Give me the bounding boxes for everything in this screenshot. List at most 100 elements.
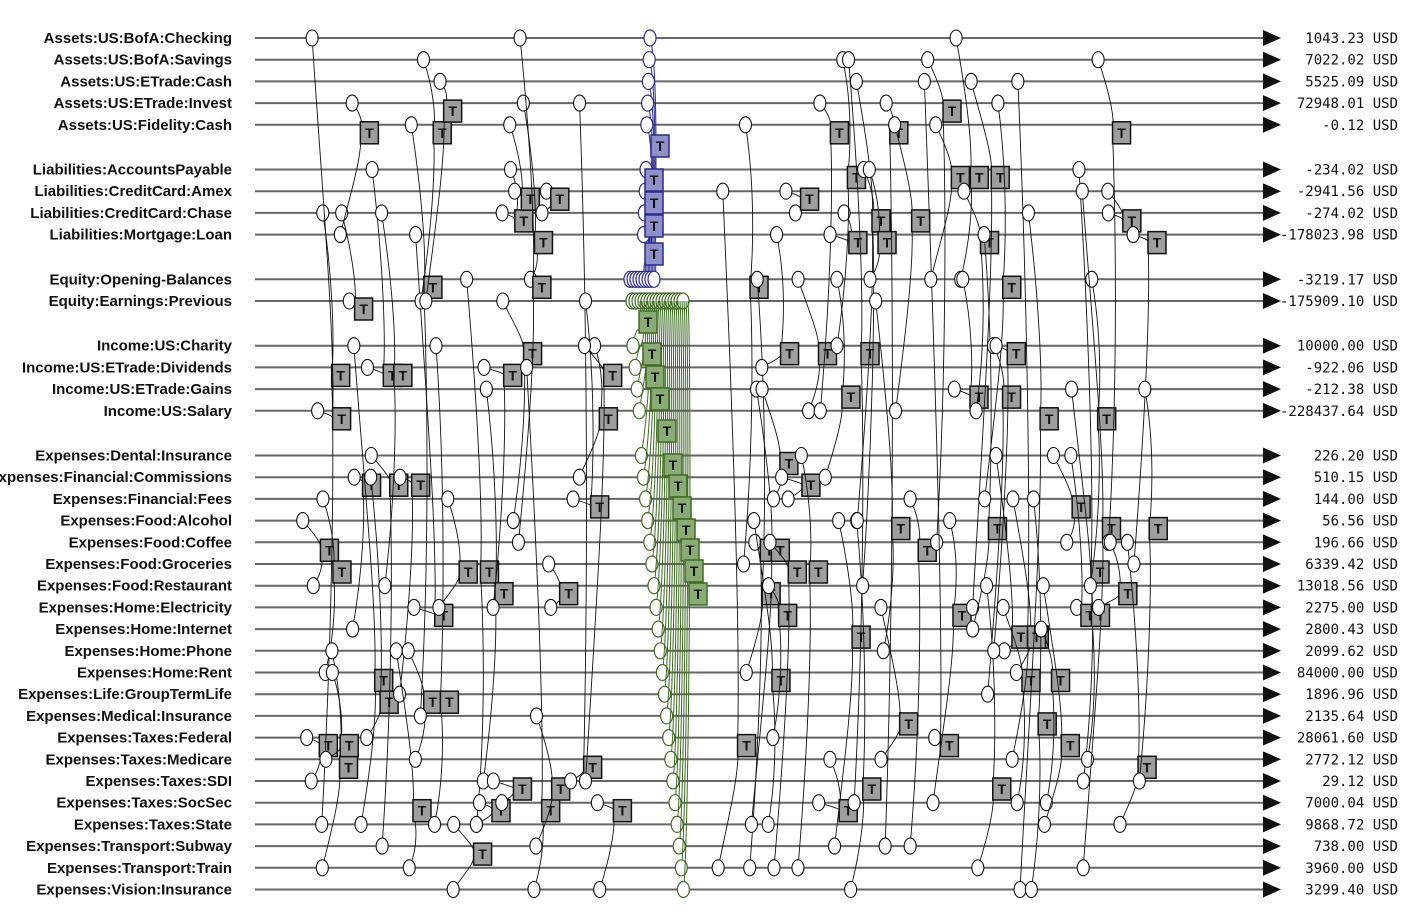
transaction-box[interactable] xyxy=(787,560,808,584)
transaction-box[interactable] xyxy=(1050,668,1071,693)
transaction-box[interactable] xyxy=(582,755,603,780)
transaction-box[interactable] xyxy=(412,798,432,823)
transaction[interactable]: T xyxy=(755,226,800,376)
closing-transaction-box[interactable]: T xyxy=(638,310,658,334)
transaction-box[interactable] xyxy=(331,407,352,431)
closing-transaction-box[interactable]: T xyxy=(672,496,692,520)
transaction[interactable]: T xyxy=(917,72,960,758)
transaction-box[interactable] xyxy=(550,187,570,211)
transaction[interactable]: T xyxy=(869,292,911,660)
transaction-box[interactable] xyxy=(533,230,554,255)
transaction[interactable]: T xyxy=(813,94,850,420)
transaction[interactable]: T xyxy=(739,270,781,682)
opening-transaction-box[interactable]: T xyxy=(650,134,670,158)
transaction[interactable]: T xyxy=(414,51,452,310)
transaction[interactable]: T xyxy=(966,226,1008,638)
transaction-box[interactable] xyxy=(602,363,623,388)
transaction[interactable]: T xyxy=(477,358,523,616)
transaction[interactable]: T xyxy=(305,29,352,431)
transaction-box[interactable] xyxy=(589,495,610,519)
transaction[interactable]: T xyxy=(926,512,972,812)
transaction-box[interactable] xyxy=(779,341,800,366)
transaction[interactable]: T xyxy=(1126,226,1167,573)
transaction-box[interactable] xyxy=(1147,230,1167,255)
transaction[interactable]: T xyxy=(818,270,861,486)
transaction[interactable]: T xyxy=(823,204,868,255)
transaction[interactable]: T xyxy=(1036,577,1081,833)
transaction[interactable]: T xyxy=(747,512,791,833)
transaction-box[interactable] xyxy=(339,733,359,758)
closing-transaction-box[interactable]: T xyxy=(680,538,700,562)
transaction[interactable]: T xyxy=(319,663,359,768)
transaction[interactable]: T xyxy=(432,490,478,616)
transaction[interactable]: T xyxy=(446,815,493,899)
transaction-box[interactable] xyxy=(532,275,552,300)
transaction[interactable]: T xyxy=(347,337,394,833)
transaction-box[interactable] xyxy=(1096,407,1117,431)
transaction-box[interactable] xyxy=(862,777,882,801)
transaction-box[interactable] xyxy=(1111,121,1132,145)
transaction[interactable]: T xyxy=(577,337,623,790)
transaction-box[interactable] xyxy=(736,733,757,758)
transaction[interactable]: T xyxy=(335,204,374,321)
transaction[interactable]: T xyxy=(888,116,931,420)
transaction[interactable]: T xyxy=(874,598,919,768)
transaction[interactable]: T xyxy=(566,292,610,519)
transaction-box[interactable] xyxy=(829,121,850,145)
transaction-box[interactable] xyxy=(1001,385,1022,409)
transaction-box[interactable] xyxy=(799,187,820,211)
transaction-box[interactable] xyxy=(1002,275,1022,300)
transaction[interactable]: T xyxy=(401,642,443,768)
transaction[interactable]: T xyxy=(486,772,533,812)
closing-transaction-box[interactable]: T xyxy=(663,453,683,477)
transaction-box[interactable] xyxy=(808,560,829,584)
transaction-box[interactable] xyxy=(779,451,799,476)
transaction[interactable]: T xyxy=(1083,270,1117,595)
transaction[interactable]: T xyxy=(903,490,937,855)
transaction[interactable]: T xyxy=(360,160,403,388)
closing-transaction-box[interactable]: T xyxy=(642,342,662,366)
transaction-box[interactable] xyxy=(330,363,351,388)
closing-transaction-box[interactable]: T xyxy=(684,559,704,583)
transaction-box[interactable] xyxy=(777,603,798,628)
transaction[interactable]: T xyxy=(375,204,413,595)
transaction[interactable]: T xyxy=(791,446,829,877)
transaction-box[interactable] xyxy=(359,121,380,145)
transaction[interactable]: T xyxy=(791,270,838,420)
transaction-box[interactable] xyxy=(969,165,990,190)
transaction[interactable]: T xyxy=(564,94,603,790)
transaction-box[interactable] xyxy=(848,230,868,255)
transaction[interactable]: T xyxy=(495,160,534,233)
transaction[interactable]: T xyxy=(1101,182,1142,233)
transaction[interactable]: T xyxy=(1075,182,1122,877)
transaction[interactable]: T xyxy=(333,94,380,244)
transaction[interactable]: T xyxy=(389,642,432,877)
transaction[interactable]: T xyxy=(924,116,971,288)
transaction[interactable]: T xyxy=(755,380,799,508)
transaction-box[interactable] xyxy=(353,297,374,321)
transaction-box[interactable] xyxy=(439,690,460,714)
transaction[interactable]: T xyxy=(921,51,962,551)
closing-transaction-box[interactable]: T xyxy=(650,387,670,411)
transaction[interactable]: T xyxy=(763,533,808,877)
opening-transaction-box[interactable]: T xyxy=(644,214,664,238)
transaction-box[interactable] xyxy=(502,363,523,388)
opening-transaction-box[interactable]: T xyxy=(644,191,664,215)
transaction-box[interactable] xyxy=(458,560,478,584)
closing-transaction-box[interactable]: T xyxy=(668,474,688,498)
opening-transaction-box[interactable]: T xyxy=(644,242,664,266)
transaction-box[interactable] xyxy=(841,385,861,409)
closing-transaction-box[interactable]: T xyxy=(645,365,665,389)
closing-transaction-box[interactable]: T xyxy=(688,582,708,606)
transaction[interactable]: T xyxy=(427,337,460,833)
transaction[interactable]: T xyxy=(404,116,443,725)
transaction-box[interactable] xyxy=(987,516,1008,541)
transaction-box[interactable] xyxy=(1060,733,1081,758)
transaction-box[interactable] xyxy=(432,121,452,145)
transaction-box[interactable] xyxy=(942,99,962,123)
transaction[interactable]: T xyxy=(572,337,619,486)
transaction[interactable]: T xyxy=(315,642,359,877)
transaction[interactable]: T xyxy=(989,446,1031,660)
transaction-box[interactable] xyxy=(410,473,431,497)
transaction[interactable]: T xyxy=(761,577,798,747)
